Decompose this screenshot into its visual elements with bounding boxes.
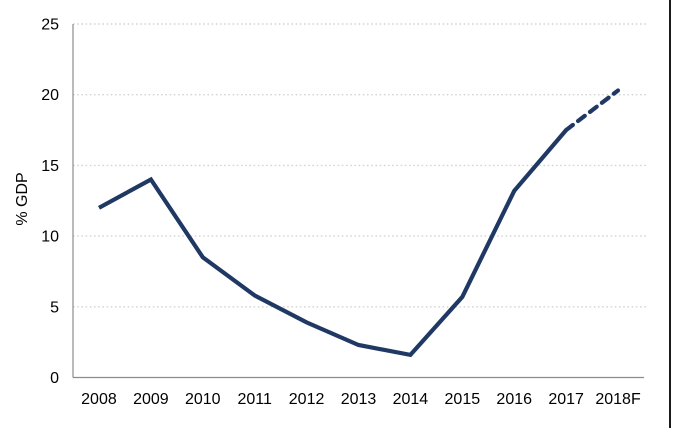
x-tick-label-2016: 2016 [496, 391, 532, 408]
series-line-solid [97, 128, 568, 358]
y-tick-label-5: 5 [50, 299, 59, 316]
x-tick-label-2014: 2014 [393, 391, 429, 408]
x-tick-label-2017: 2017 [548, 391, 584, 408]
y-axis-title: % GDP [14, 172, 31, 225]
y-tick-label-25: 25 [41, 17, 59, 34]
x-tick-label-2008: 2008 [81, 391, 117, 408]
x-tick-label-2013: 2013 [341, 391, 377, 408]
x-tick-label-2010: 2010 [185, 391, 221, 408]
x-tick-label-2015: 2015 [445, 391, 481, 408]
x-tick-label-2009: 2009 [133, 391, 169, 408]
y-tick-label-15: 15 [41, 158, 59, 175]
series-line-dashed-forecast [564, 88, 621, 133]
x-tick-label-2011: 2011 [237, 391, 272, 408]
y-tick-label-0: 0 [50, 370, 59, 387]
y-tick-label-10: 10 [41, 229, 59, 246]
x-tick-label-2012: 2012 [289, 391, 325, 408]
y-tick-label-20: 20 [41, 87, 59, 104]
x-tick-label-2018F: 2018F [595, 391, 641, 408]
